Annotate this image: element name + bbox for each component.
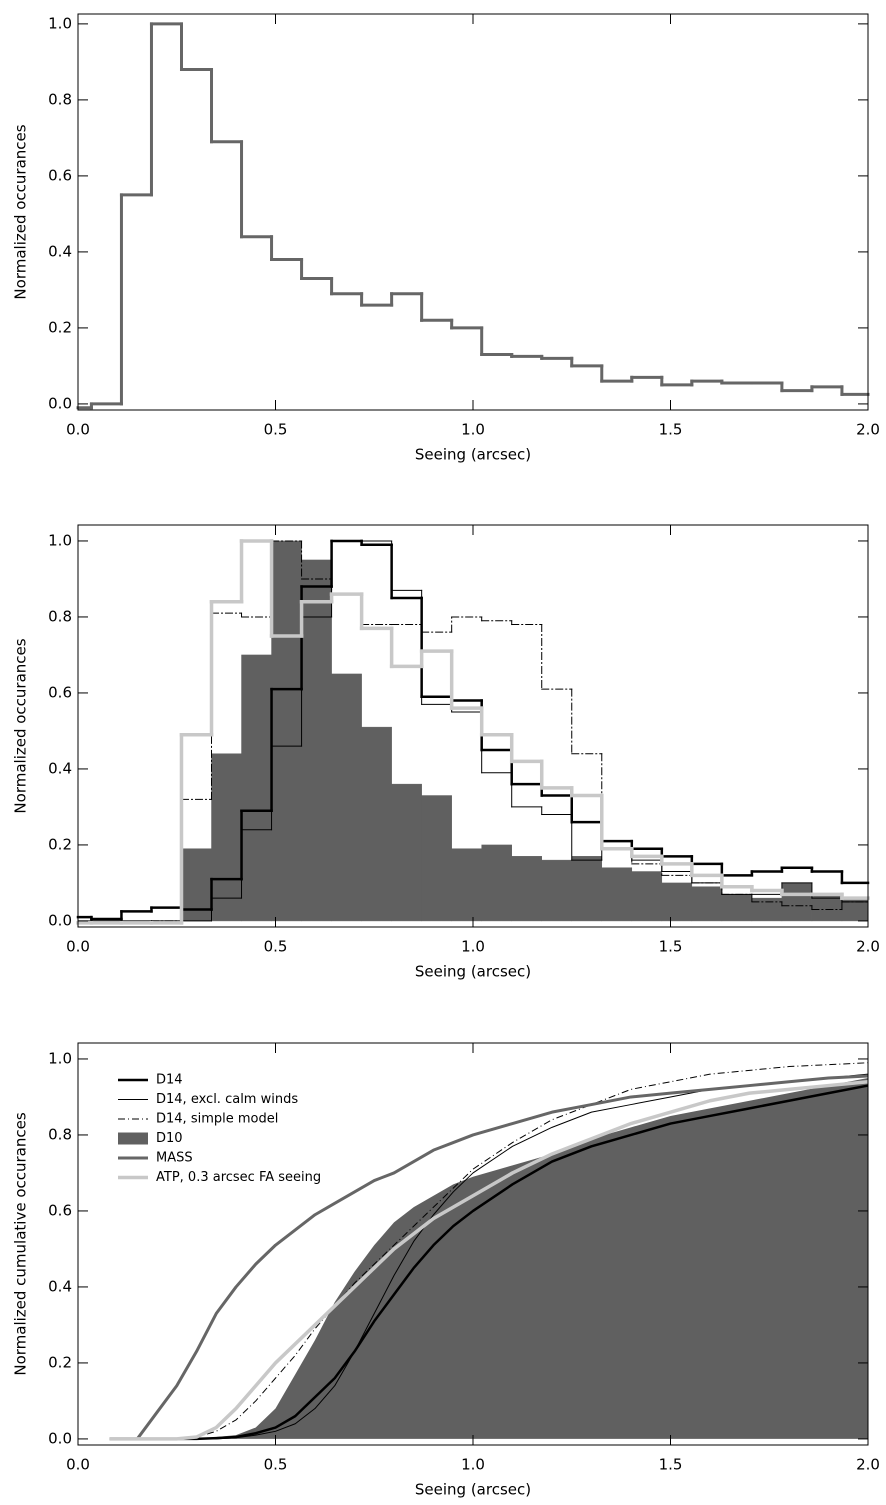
x-tick-label: 0.5 — [264, 421, 288, 439]
panel: 0.0 0.5 1.0 1.5 2.0 0.0 0.2 0.4 0.6 0.8 1.0 Seeing … — [12, 13, 880, 464]
x-tick-label: 0.0 — [66, 1456, 90, 1474]
plot-frame — [77, 13, 869, 411]
histogram-bar — [211, 753, 242, 922]
histogram-bar — [601, 867, 633, 922]
histogram-bar — [781, 882, 813, 922]
y-tick-label: 1.0 — [48, 531, 72, 549]
y-tick-label: 0.4 — [48, 1277, 72, 1295]
histogram-bar — [391, 783, 422, 922]
y-axis-label: Normalized occurances — [12, 124, 30, 299]
y-tick-label: 0.6 — [48, 683, 72, 701]
histogram-bar — [301, 559, 332, 922]
histogram-bar — [661, 882, 693, 922]
x-tick-label: 0.5 — [264, 938, 288, 956]
x-tick-label: 2.0 — [856, 421, 880, 439]
y-tick-label: 0.0 — [48, 1429, 72, 1447]
x-tick-label: 2.0 — [856, 1456, 880, 1474]
y-tick-label: 0.2 — [48, 1353, 72, 1371]
x-axis-label: Seeing (arcsec) — [415, 963, 531, 981]
histogram-bar — [481, 844, 512, 922]
y-tick-label: 0.2 — [48, 318, 72, 336]
histogram-bar — [241, 654, 272, 922]
histogram-bar — [511, 856, 542, 922]
histogram-bar — [811, 894, 843, 922]
x-axis-label: Seeing (arcsec) — [415, 1481, 531, 1499]
x-tick-label: 1.0 — [461, 938, 485, 956]
legend-swatch — [118, 1132, 148, 1145]
y-tick-label: 1.0 — [48, 1049, 72, 1067]
x-tick-label: 0.5 — [264, 1456, 288, 1474]
histogram-bar — [421, 795, 452, 922]
x-tick-label: 0.0 — [66, 938, 90, 956]
histogram-bar — [571, 856, 603, 922]
line — [109, 1074, 869, 1441]
y-tick-label: 0.6 — [48, 1201, 72, 1219]
line — [109, 1073, 869, 1440]
histogram-bar — [691, 886, 723, 922]
x-tick-label: 1.0 — [461, 421, 485, 439]
y-tick-label: 0.0 — [48, 911, 72, 929]
line — [109, 1080, 869, 1441]
histogram-bar — [331, 673, 362, 922]
y-axis-label: Normalized cumulative occurances — [12, 1112, 30, 1376]
x-tick-label: 1.5 — [659, 421, 683, 439]
histogram-bar — [271, 540, 302, 922]
histogram-bar — [631, 871, 663, 922]
legend-label: D14, simple model — [156, 1112, 278, 1127]
x-tick-label: 1.0 — [461, 1456, 485, 1474]
y-tick-label: 0.4 — [48, 759, 72, 777]
y-tick-label: 0.4 — [48, 242, 72, 260]
x-tick-label: 2.0 — [856, 938, 880, 956]
y-tick-label: 0.8 — [48, 1125, 72, 1143]
histogram-bar — [451, 848, 482, 922]
x-tick-label: 0.0 — [66, 421, 90, 439]
legend-label: ATP, 0.3 arcsec FA seeing — [156, 1170, 321, 1185]
y-tick-label: 0.8 — [48, 90, 72, 108]
y-tick-label: 0.6 — [48, 166, 72, 184]
panel: 0.0 0.5 1.0 1.5 2.0 0.0 0.2 0.4 0.6 0.8 1.0 Seeing … — [12, 524, 880, 981]
histogram-bar — [721, 894, 753, 922]
legend-label: D14 — [156, 1073, 183, 1088]
area — [109, 1077, 869, 1439]
x-tick-label: 1.5 — [659, 938, 683, 956]
line — [109, 1062, 869, 1440]
legend-label: D10 — [156, 1131, 183, 1146]
legend-label: D14, excl. calm winds — [156, 1092, 298, 1107]
y-tick-label: 0.2 — [48, 835, 72, 853]
histogram-bar — [541, 859, 572, 922]
y-tick-label: 0.8 — [48, 607, 72, 625]
legend-label: MASS — [156, 1151, 193, 1166]
y-axis-label: Normalized occurances — [12, 638, 30, 813]
histogram-bar — [361, 726, 392, 922]
y-tick-label: 1.0 — [48, 14, 72, 32]
x-tick-label: 1.5 — [659, 1456, 683, 1474]
y-tick-label: 0.0 — [48, 394, 72, 412]
panel: 0.0 0.5 1.0 1.5 2.0 0.0 0.2 0.4 0.6 0.8 1.0 Seeing … — [12, 1042, 880, 1499]
line — [109, 1084, 869, 1441]
x-axis-label: Seeing (arcsec) — [415, 446, 531, 464]
